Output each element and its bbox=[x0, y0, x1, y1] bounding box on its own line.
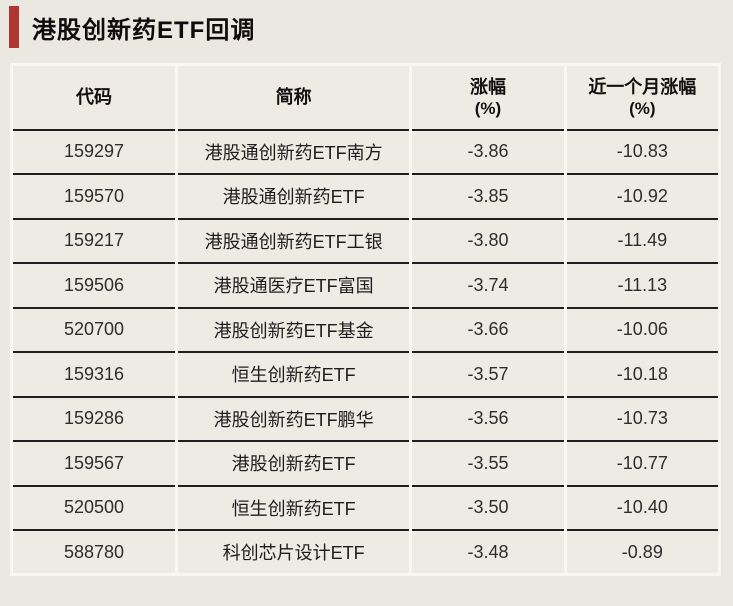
header-sub: (%) bbox=[474, 98, 502, 118]
table-row: 159286 港股创新药ETF鹏华 -3.56 -10.73 bbox=[11, 396, 720, 442]
table-cell: 520500 bbox=[11, 485, 177, 531]
header-monthly-change-pct: 近一个月涨幅 (%) bbox=[563, 64, 720, 131]
header-label: 简称 bbox=[275, 87, 312, 108]
table-cell: 520700 bbox=[11, 307, 177, 353]
table-cell: -11.49 bbox=[563, 218, 720, 264]
table-cell: -0.89 bbox=[563, 530, 720, 576]
table-cell: -3.57 bbox=[409, 352, 566, 398]
table-cell: -10.92 bbox=[563, 174, 720, 220]
header-change-pct: 涨幅 (%) bbox=[409, 64, 566, 131]
table-cell: -3.55 bbox=[409, 441, 566, 487]
table-row: 159567 港股创新药ETF -3.55 -10.77 bbox=[11, 441, 720, 487]
table-cell: -3.56 bbox=[409, 396, 566, 442]
table-cell: -10.40 bbox=[563, 485, 720, 531]
etf-table: 代码 简称 涨幅 (%) 近一个月涨幅 (%) 159297 港股通创新药ETF南… bbox=[10, 63, 721, 576]
table-cell: 港股创新药ETF bbox=[174, 441, 411, 487]
table-row: 588780 科创芯片设计ETF -3.48 -0.89 bbox=[11, 530, 720, 576]
table-cell: 科创芯片设计ETF bbox=[174, 530, 411, 576]
table-cell: -3.50 bbox=[409, 485, 566, 531]
table-cell: 恒生创新药ETF bbox=[174, 352, 411, 398]
table-cell: 港股通医疗ETF富国 bbox=[174, 263, 411, 309]
header-name: 简称 bbox=[174, 64, 411, 131]
table-cell: -3.74 bbox=[409, 263, 566, 309]
table-cell: 恒生创新药ETF bbox=[174, 485, 411, 531]
table-cell: -10.06 bbox=[563, 307, 720, 353]
table-body: 159297 港股通创新药ETF南方 -3.86 -10.83 159570 港股通创新药… bbox=[11, 129, 720, 576]
table-cell: -3.80 bbox=[409, 218, 566, 264]
header-label: 近一个月涨幅 bbox=[588, 76, 697, 97]
table-row: 159570 港股通创新药ETF -3.85 -10.92 bbox=[11, 174, 720, 220]
table-cell: 港股通创新药ETF工银 bbox=[174, 218, 411, 264]
header-row: 代码 简称 涨幅 (%) 近一个月涨幅 (%) bbox=[11, 64, 720, 131]
table-cell: -3.85 bbox=[409, 174, 566, 220]
table-header: 代码 简称 涨幅 (%) 近一个月涨幅 (%) bbox=[11, 64, 720, 131]
page-title: 港股创新药ETF回调 bbox=[32, 16, 256, 44]
table-row: 159217 港股通创新药ETF工银 -3.80 -11.49 bbox=[11, 218, 720, 264]
header-label: 代码 bbox=[75, 87, 112, 108]
table-cell: 159217 bbox=[11, 218, 177, 264]
header-sub: (%) bbox=[629, 98, 656, 118]
table-cell: 港股通创新药ETF bbox=[174, 174, 411, 220]
table-row: 520500 恒生创新药ETF -3.50 -10.40 bbox=[11, 485, 720, 531]
table-cell: -11.13 bbox=[563, 263, 720, 309]
header-code: 代码 bbox=[11, 64, 177, 131]
title-row: 港股创新药ETF回调 bbox=[9, 6, 733, 48]
table-cell: -10.83 bbox=[563, 129, 720, 175]
table-cell: 159570 bbox=[11, 174, 177, 220]
table-cell: 港股创新药ETF基金 bbox=[174, 307, 411, 353]
table-cell: 159286 bbox=[11, 396, 177, 442]
header-label: 涨幅 bbox=[469, 76, 506, 97]
table-cell: -10.77 bbox=[563, 441, 720, 487]
table-row: 159297 港股通创新药ETF南方 -3.86 -10.83 bbox=[11, 129, 720, 175]
table-cell: -10.73 bbox=[563, 396, 720, 442]
table-cell: 港股通创新药ETF南方 bbox=[174, 129, 411, 175]
table-cell: 159316 bbox=[11, 352, 177, 398]
table-cell: 159506 bbox=[11, 263, 177, 309]
table-row: 520700 港股创新药ETF基金 -3.66 -10.06 bbox=[11, 307, 720, 353]
table-cell: -10.18 bbox=[563, 352, 720, 398]
table-cell: 港股创新药ETF鹏华 bbox=[174, 396, 411, 442]
table-row: 159506 港股通医疗ETF富国 -3.74 -11.13 bbox=[11, 263, 720, 309]
table-cell: -3.48 bbox=[409, 530, 566, 576]
table-cell: 588780 bbox=[11, 530, 177, 576]
table-cell: -3.66 bbox=[409, 307, 566, 353]
etf-table-container: 代码 简称 涨幅 (%) 近一个月涨幅 (%) 159297 港股通创新药ETF南… bbox=[10, 63, 721, 576]
table-cell: 159297 bbox=[11, 129, 177, 175]
table-cell: 159567 bbox=[11, 441, 177, 487]
table-row: 159316 恒生创新药ETF -3.57 -10.18 bbox=[11, 352, 720, 398]
title-accent-bar bbox=[9, 6, 19, 48]
table-cell: -3.86 bbox=[409, 129, 566, 175]
